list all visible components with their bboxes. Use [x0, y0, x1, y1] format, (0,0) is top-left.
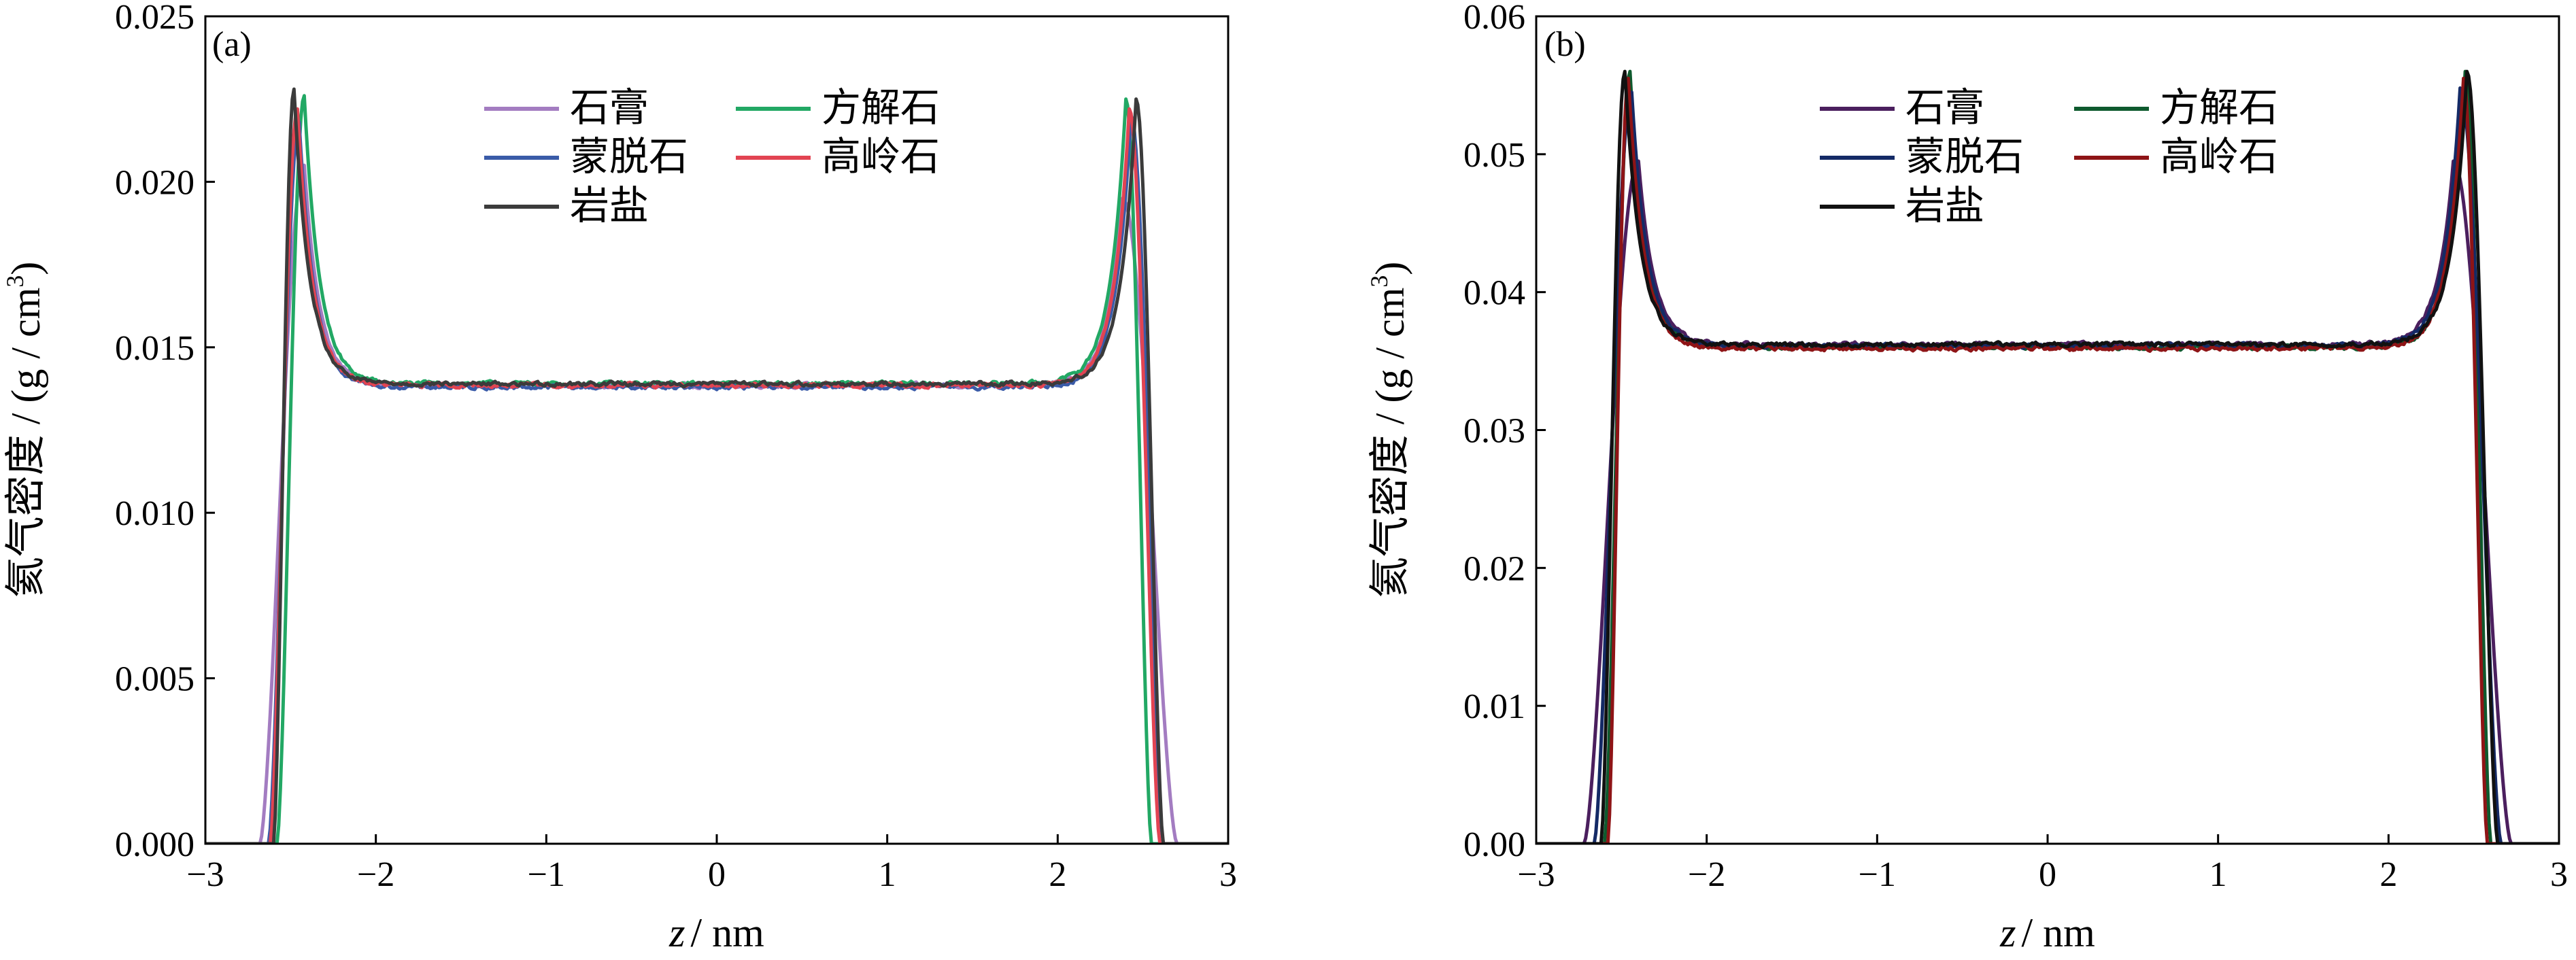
y-tick-label: 0.005	[115, 660, 194, 699]
legend-label: 蒙脱石	[1905, 135, 2024, 179]
x-axis-unit: / nm	[691, 910, 764, 955]
plot-frame	[204, 15, 1230, 845]
y-tick-label: 0.02	[1463, 549, 1525, 588]
legend-label: 高岭石	[2160, 135, 2278, 179]
x-tick-label: −3	[1517, 855, 1555, 894]
x-tick-label: 1	[2209, 855, 2227, 894]
y-tick-label: 0.020	[115, 163, 194, 202]
y-tick-label: 0.010	[115, 494, 194, 533]
series-lines	[205, 87, 1228, 844]
x-tick-label: 0	[2039, 855, 2056, 894]
series-line-2	[205, 94, 1228, 844]
series-line-3	[205, 114, 1228, 844]
x-axis-var: z	[668, 910, 685, 955]
x-tick-label: 2	[1049, 855, 1066, 894]
x-tick-label: 2	[2379, 855, 2397, 894]
series-line-5	[205, 87, 1228, 844]
legend-label: 石膏	[1905, 86, 1984, 130]
y-tick-label: 0.00	[1463, 825, 1525, 864]
legend-label: 高岭石	[821, 135, 940, 179]
y-axis-close: )	[3, 262, 48, 275]
y-axis-title: 氦气密度 / (g / cm3)	[1366, 262, 1412, 598]
x-tick-label: 0	[708, 855, 726, 894]
x-tick-label: −2	[1688, 855, 1725, 894]
y-tick-label: 0.000	[115, 825, 194, 864]
y-axis-title: 氦气密度 / (g / cm3)	[1, 262, 48, 598]
series-line-1	[205, 163, 1228, 844]
y-tick-label: 0.015	[115, 329, 194, 368]
y-tick-label: 0.06	[1463, 0, 1525, 37]
series-line-2	[1536, 69, 2559, 844]
y-axis-sup: 3	[1, 275, 29, 288]
series-line-4	[1536, 76, 2559, 844]
y-axis-main: 氦气密度 / (g / cm	[3, 288, 48, 598]
x-axis-title: z / nm	[668, 910, 764, 955]
plot-frame	[1535, 15, 2560, 845]
x-tick-label: −2	[357, 855, 394, 894]
x-tick-label: 3	[2550, 855, 2568, 894]
panel-a: −3 −2 −1 0 1 2 3 0.000 0.005 0.010 0.015 0.020 0.025…	[1, 0, 1237, 955]
x-tick-label: −1	[1859, 855, 1896, 894]
y-tick-label: 0.05	[1463, 136, 1525, 175]
x-tick-label: 1	[879, 855, 896, 894]
panel-label: (a)	[212, 25, 252, 64]
x-tick-label: 3	[1219, 855, 1237, 894]
x-axis-var: z	[1999, 910, 2016, 955]
series-lines	[1536, 69, 2559, 844]
legend-label: 方解石	[821, 86, 940, 130]
x-axis-unit: / nm	[2022, 910, 2095, 955]
x-axis-title: z / nm	[1999, 910, 2095, 955]
x-tick-label: −1	[528, 855, 565, 894]
legend-label: 蒙脱石	[570, 135, 688, 179]
y-axis-main: 氦气密度 / (g / cm	[1368, 288, 1412, 598]
legend-label: 岩盐	[1905, 184, 1984, 228]
y-tick-label: 0.03	[1463, 412, 1525, 451]
y-tick-label: 0.01	[1463, 687, 1525, 726]
series-line-1	[1536, 159, 2559, 844]
series-line-4	[205, 107, 1228, 844]
legend-label: 岩盐	[570, 184, 649, 228]
y-axis-close: )	[1368, 262, 1412, 275]
series-line-3	[1536, 86, 2559, 844]
y-tick-label: 0.04	[1463, 274, 1525, 313]
y-tick-label: 0.025	[115, 0, 194, 37]
panel-b: −3 −2 −1 0 1 2 3 0.00 0.01 0.02 0.03 0.04 0.05 0.06 (b…	[1366, 0, 2568, 955]
legend-label: 方解石	[2160, 86, 2278, 130]
y-axis-sup: 3	[1366, 275, 1393, 288]
series-line-5	[1536, 69, 2559, 844]
panel-label: (b)	[1544, 25, 1586, 64]
x-tick-label: −3	[186, 855, 224, 894]
legend-label: 石膏	[570, 86, 649, 130]
